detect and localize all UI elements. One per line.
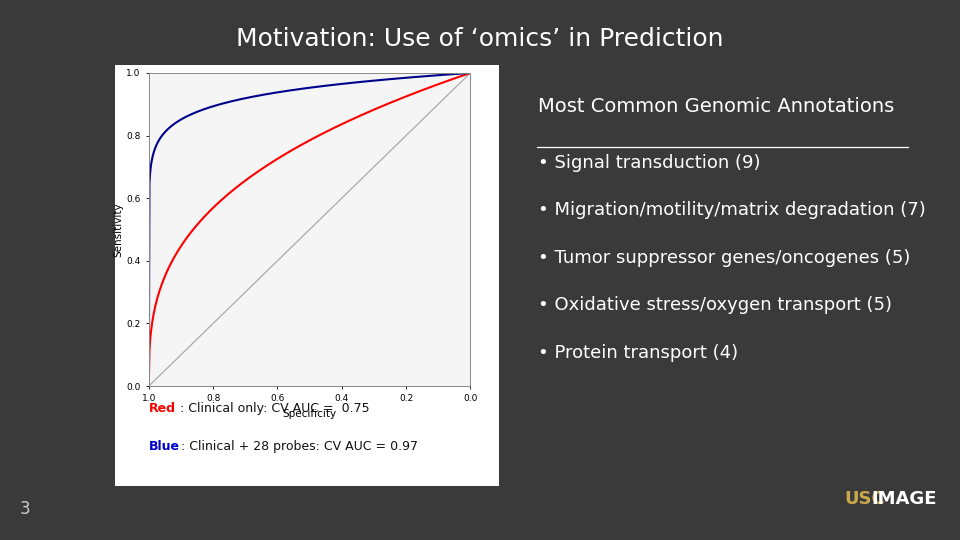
Text: Motivation: Use of ‘omics’ in Prediction: Motivation: Use of ‘omics’ in Prediction <box>236 27 724 51</box>
Text: • Migration/motility/matrix degradation (7): • Migration/motility/matrix degradation … <box>538 201 925 219</box>
Text: Most Common Genomic Annotations: Most Common Genomic Annotations <box>538 97 894 116</box>
Text: Red: Red <box>149 402 176 415</box>
Text: • Protein transport (4): • Protein transport (4) <box>538 344 737 362</box>
Text: USC: USC <box>845 490 885 508</box>
Text: : Clinical only: CV AUC =  0.75: : Clinical only: CV AUC = 0.75 <box>180 402 370 415</box>
X-axis label: Specificity: Specificity <box>282 409 337 419</box>
Text: Blue: Blue <box>149 440 180 453</box>
Text: IMAGE: IMAGE <box>872 490 937 508</box>
Y-axis label: Sensitivity: Sensitivity <box>113 202 123 257</box>
Text: • Tumor suppressor genes/oncogenes (5): • Tumor suppressor genes/oncogenes (5) <box>538 249 910 267</box>
Text: 3: 3 <box>19 501 30 518</box>
Text: : Clinical + 28 probes: CV AUC = 0.97: : Clinical + 28 probes: CV AUC = 0.97 <box>181 440 419 453</box>
Text: • Signal transduction (9): • Signal transduction (9) <box>538 154 760 172</box>
Text: • Oxidative stress/oxygen transport (5): • Oxidative stress/oxygen transport (5) <box>538 296 892 314</box>
